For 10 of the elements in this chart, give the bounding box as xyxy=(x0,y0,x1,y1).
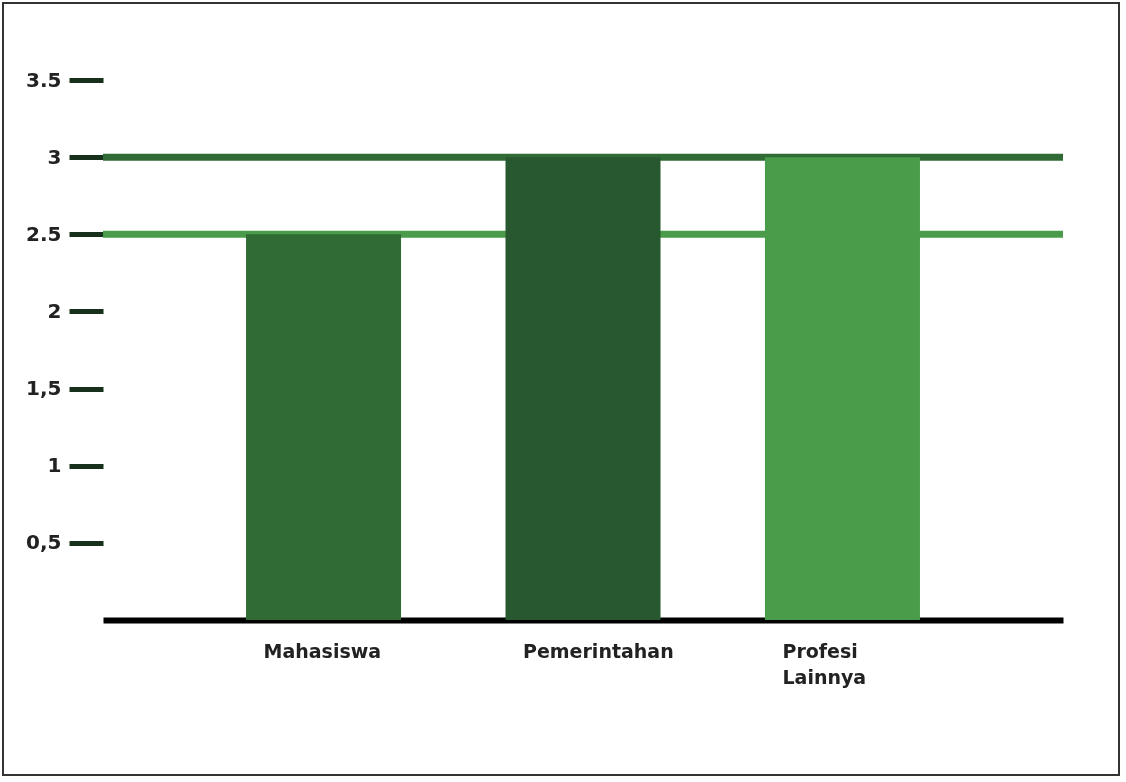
x-tick-label: Pemerintahan xyxy=(523,639,674,662)
y-tick-label: 1 xyxy=(47,453,62,478)
x-tick-label: Mahasiswa xyxy=(263,639,382,662)
y-tick-label: 0,5 xyxy=(26,530,62,555)
y-tick-label: 3 xyxy=(47,144,62,169)
y-tick-label: 3.5 xyxy=(26,67,62,92)
x-tick-label: Profesi Lainnya xyxy=(782,639,867,688)
y-tick-label: 2.5 xyxy=(26,221,62,246)
y-tick-label: 1,5 xyxy=(26,376,62,401)
y-tick-label: 2 xyxy=(47,298,62,323)
